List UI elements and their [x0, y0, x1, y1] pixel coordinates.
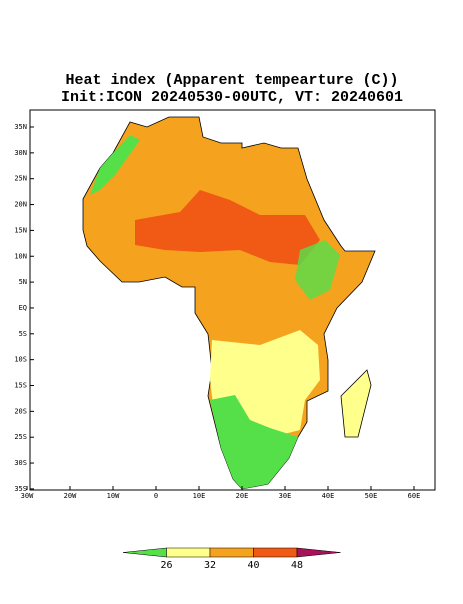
- lon-label: 60E: [408, 492, 421, 500]
- lat-label: 5N: [19, 278, 27, 286]
- lat-label: 35S: [14, 485, 27, 493]
- title: Heat index (Apparent tempearture (C)): [65, 72, 398, 89]
- lon-label: 30W: [21, 492, 34, 500]
- zone-cool-north: [90, 135, 140, 195]
- colorbar-label: 40: [247, 560, 259, 571]
- lat-label: 10N: [14, 252, 27, 260]
- lat-label: 35N: [14, 123, 27, 131]
- lon-label: 40E: [322, 492, 335, 500]
- colorbar-segment: [166, 547, 211, 558]
- lat-label: 15S: [14, 382, 27, 390]
- subtitle: Init:ICON 20240530-00UTC, VT: 20240601: [61, 89, 403, 106]
- lon-label: 20E: [236, 492, 249, 500]
- colorbar-label: 26: [160, 560, 172, 571]
- lon-label: 20W: [64, 492, 77, 500]
- lat-label: 25S: [14, 433, 27, 441]
- africa: [82, 116, 376, 490]
- lon-label: 10E: [193, 492, 206, 500]
- lon-label: 30E: [279, 492, 292, 500]
- lat-label: 25N: [14, 175, 27, 183]
- lat-label: 30S: [14, 459, 27, 467]
- lon-label: 10W: [107, 492, 120, 500]
- colorbar-segment: [253, 547, 298, 558]
- lat-label: 5S: [19, 330, 27, 338]
- lon-label: 50E: [365, 492, 378, 500]
- lat-label: 10S: [14, 356, 27, 364]
- zone-highlands: [295, 240, 340, 300]
- lat-label: 20N: [14, 201, 27, 209]
- axes: 35N 30N 25N 20N 15N 10N 5N EQ 5S 10S 15S 20S 25S 30S 3…: [14, 123, 420, 500]
- colorbar-end: [296, 547, 341, 558]
- lat-label: 15N: [14, 226, 27, 234]
- lat-label: 30N: [14, 149, 27, 157]
- colorbar: 26 32 40 48: [122, 547, 341, 571]
- lat-label: 20S: [14, 407, 27, 415]
- zone-hot: [135, 190, 320, 265]
- lon-label: 0: [154, 492, 158, 500]
- colorbar-label: 48: [291, 560, 303, 571]
- lat-label: EQ: [19, 304, 27, 312]
- colorbar-label: 32: [204, 560, 216, 571]
- madagascar: [340, 369, 372, 438]
- colorbar-segment: [209, 547, 254, 558]
- colorbar-end: [122, 547, 167, 558]
- zone-cool: [210, 395, 298, 489]
